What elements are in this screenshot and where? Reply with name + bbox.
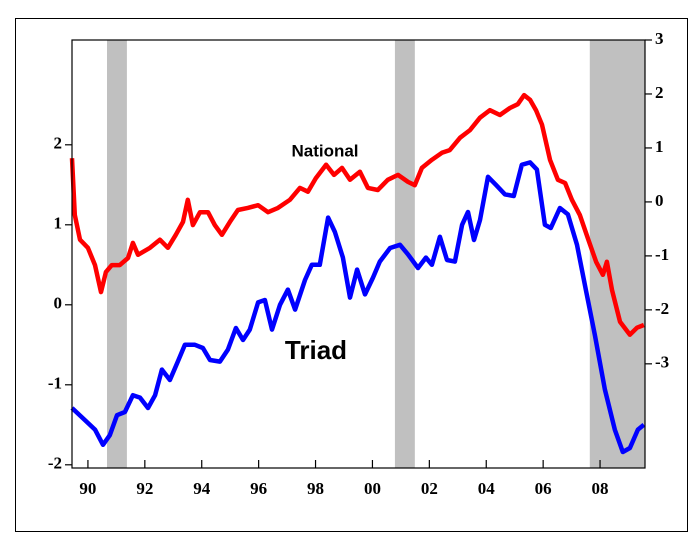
x-tick-label: 94 <box>193 479 211 498</box>
plot-border <box>71 39 646 469</box>
x-tick-label: 02 <box>421 479 438 498</box>
y2-tick-label: -2 <box>655 299 669 318</box>
y2-tick-label: 0 <box>655 191 664 210</box>
recession-band <box>589 40 645 468</box>
y2-tick-label: 1 <box>655 137 664 156</box>
x-tick-label: 04 <box>478 479 496 498</box>
x-tick-label: 92 <box>136 479 153 498</box>
y-tick-label: -1 <box>48 374 62 393</box>
x-tick-label: 00 <box>364 479 381 498</box>
y-tick-label: -2 <box>48 454 62 473</box>
y2-tick-label: 3 <box>655 29 664 48</box>
axes: 90 92 94 96 98 00 02 04 06 08 -2 -1 0 1 2 -3 -2 -1 0 1 2 3 Nat… <box>48 29 669 498</box>
y2-tick-label: -3 <box>655 353 669 372</box>
y2-tick-label: -1 <box>655 245 669 264</box>
x-tick-label: 96 <box>250 479 267 498</box>
series-line <box>70 160 646 455</box>
series-annotation: Triad <box>285 335 347 365</box>
lines <box>69 92 646 455</box>
series-annotation: National <box>291 141 358 160</box>
y-tick-label: 2 <box>54 134 63 153</box>
x-tick-label: 06 <box>535 479 552 498</box>
frame <box>15 18 688 532</box>
x-tick-label: 08 <box>592 479 609 498</box>
y-tick-label: 1 <box>54 214 63 233</box>
y-tick-label: 0 <box>54 294 63 313</box>
x-tick-label: 98 <box>307 479 324 498</box>
recession-band <box>106 40 127 468</box>
x-tick-label: 90 <box>79 479 96 498</box>
y2-tick-label: 2 <box>655 83 664 102</box>
series-line <box>69 92 645 337</box>
